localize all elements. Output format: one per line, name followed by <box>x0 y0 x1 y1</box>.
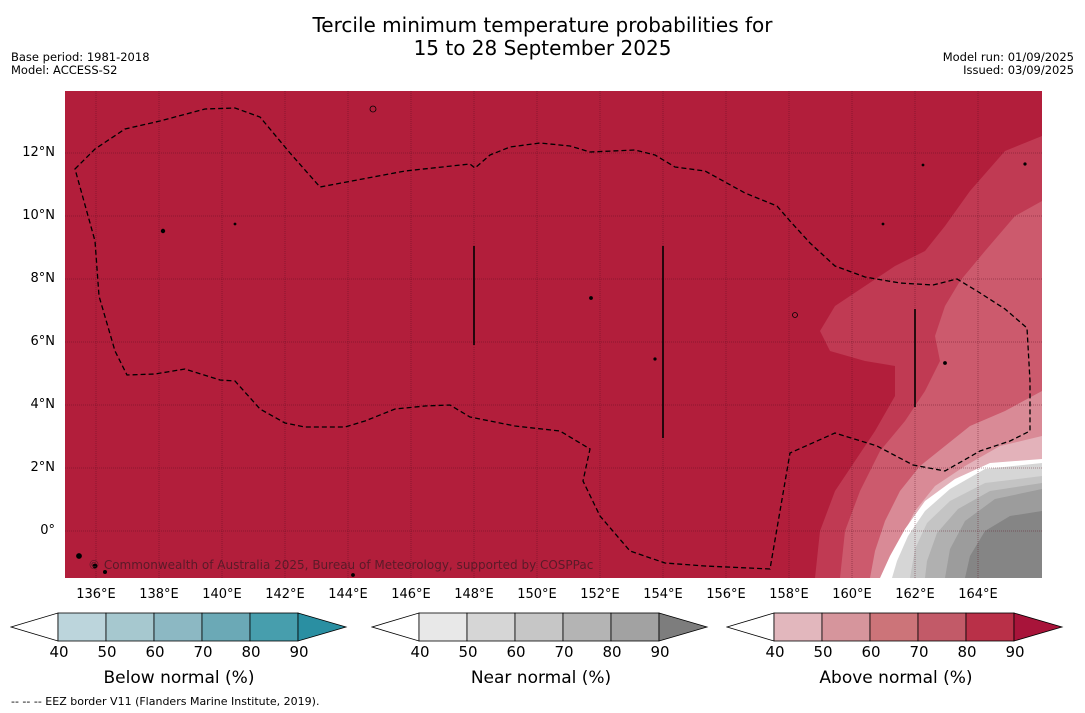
vertical-line-features <box>473 246 916 438</box>
lon-label-148e: 148°E <box>454 587 494 602</box>
colorbar-segment <box>105 612 155 642</box>
colorbar-title-near: Near normal (%) <box>470 668 612 688</box>
map-title: Tercile minimum temperature probabilitie… <box>0 14 1085 60</box>
colorbar-title-below: Below normal (%) <box>103 668 255 688</box>
cb2-tick-60: 60 <box>861 643 881 661</box>
lon-label-154e: 154°E <box>643 587 683 602</box>
cb2-tick-50: 50 <box>813 643 833 661</box>
colorbar-near-normal <box>371 612 709 642</box>
cb1-tick-50: 50 <box>458 643 478 661</box>
colorbar-extend-high <box>1013 612 1064 642</box>
colorbar-extend-low <box>371 612 420 642</box>
colorbar-segment <box>965 612 1015 642</box>
lat-label-0: 0° <box>40 523 55 538</box>
colorbar-segment <box>418 612 468 642</box>
lat-label-10n: 10°N <box>22 208 55 223</box>
lon-label-144e: 144°E <box>328 587 368 602</box>
cb0-tick-70: 70 <box>193 643 213 661</box>
issued-date: Issued: 03/09/2025 <box>963 63 1074 77</box>
cb0-tick-50: 50 <box>97 643 117 661</box>
lat-label-6n: 6°N <box>30 334 56 349</box>
colorbar-segment <box>153 612 203 642</box>
lon-label-164e: 164°E <box>958 587 998 602</box>
colorbar-segment <box>917 612 967 642</box>
colorbar-segment <box>466 612 516 642</box>
colorbar-title-above: Above normal (%) <box>819 668 973 688</box>
cb0-tick-80: 80 <box>241 643 261 661</box>
cb1-tick-40: 40 <box>410 643 430 661</box>
cb1-tick-60: 60 <box>506 643 526 661</box>
copyright-notice: © Commonwealth of Australia 2025, Bureau… <box>88 558 594 572</box>
title-line-2: 15 to 28 September 2025 <box>413 36 672 60</box>
eez-border <box>74 107 1031 570</box>
region-near-90 <box>965 511 1042 578</box>
probability-map <box>65 91 1042 578</box>
lon-label-142e: 142°E <box>265 587 305 602</box>
lon-label-150e: 150°E <box>517 587 557 602</box>
colorbar-segment <box>773 612 823 642</box>
lon-label-158e: 158°E <box>769 587 809 602</box>
cb2-tick-90: 90 <box>1005 643 1025 661</box>
colorbar-below-normal <box>10 612 348 642</box>
cb0-tick-90: 90 <box>289 643 309 661</box>
title-line-1: Tercile minimum temperature probabilitie… <box>312 13 773 37</box>
cb1-tick-90: 90 <box>650 643 670 661</box>
colorbar-segment <box>610 612 660 642</box>
cb1-tick-70: 70 <box>554 643 574 661</box>
colorbar-segment <box>201 612 251 642</box>
colorbar-extend-high <box>658 612 709 642</box>
lon-label-138e: 138°E <box>139 587 179 602</box>
colorbar-segment <box>249 612 299 642</box>
lat-label-8n: 8°N <box>30 271 56 286</box>
cb2-tick-80: 80 <box>957 643 977 661</box>
colorbar-extend-high <box>297 612 348 642</box>
cb2-tick-70: 70 <box>909 643 929 661</box>
lon-label-140e: 140°E <box>202 587 242 602</box>
meta-left: Base period: 1981-2018 Model: ACCESS-S2 <box>11 51 150 77</box>
islands <box>76 105 1027 577</box>
cb0-tick-40: 40 <box>49 643 69 661</box>
cb0-tick-60: 60 <box>145 643 165 661</box>
lon-label-156e: 156°E <box>706 587 746 602</box>
colorbar-above-normal <box>726 612 1064 642</box>
lat-gridlines <box>65 152 1042 532</box>
colorbar-segment <box>821 612 871 642</box>
footnote-eez: -- -- -- EEZ border V11 (Flanders Marine… <box>11 695 320 708</box>
model-name: Model: ACCESS-S2 <box>11 63 118 77</box>
lon-label-162e: 162°E <box>895 587 935 602</box>
base-period: Base period: 1981-2018 <box>11 50 150 64</box>
cb1-tick-80: 80 <box>602 643 622 661</box>
cb2-tick-40: 40 <box>765 643 785 661</box>
lat-label-2n: 2°N <box>30 460 56 475</box>
lon-label-136e: 136°E <box>76 587 116 602</box>
lon-label-146e: 146°E <box>391 587 431 602</box>
model-run: Model run: 01/09/2025 <box>942 50 1074 64</box>
lon-label-160e: 160°E <box>832 587 872 602</box>
lat-label-12n: 12°N <box>22 145 55 160</box>
colorbar-extend-low <box>10 612 59 642</box>
meta-right: Model run: 01/09/2025 Issued: 03/09/2025 <box>943 51 1074 77</box>
colorbar-extend-low <box>726 612 775 642</box>
colorbar-segment <box>514 612 564 642</box>
colorbar-segment <box>57 612 107 642</box>
lat-label-4n: 4°N <box>30 397 56 412</box>
colorbar-segment <box>869 612 919 642</box>
lon-label-152e: 152°E <box>580 587 620 602</box>
colorbar-segment <box>562 612 612 642</box>
